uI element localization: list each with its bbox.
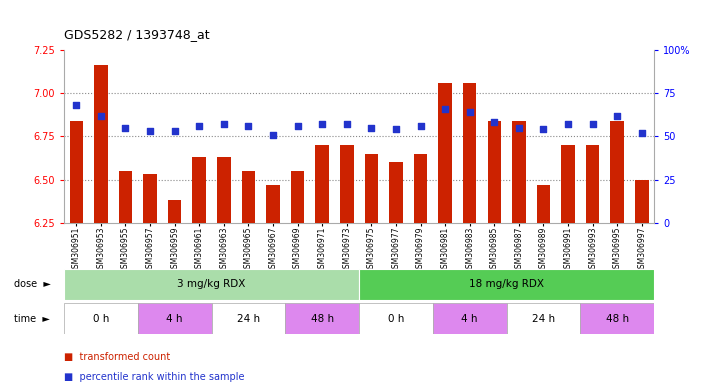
Bar [389,162,402,223]
Point [316,121,328,127]
Bar [512,121,525,223]
Bar [70,121,83,223]
Bar [291,171,304,223]
Point [562,121,574,127]
Text: GDS5282 / 1393748_at: GDS5282 / 1393748_at [64,28,210,41]
Bar [463,83,476,223]
Point [70,102,82,108]
Bar [359,303,433,334]
Bar [414,154,427,223]
Point [218,121,230,127]
Bar [217,157,230,223]
Bar [285,303,359,334]
Text: 0 h: 0 h [387,314,404,324]
Text: 4 h: 4 h [166,314,183,324]
Text: ■  percentile rank within the sample: ■ percentile rank within the sample [64,372,245,382]
Bar [365,154,378,223]
Bar [64,303,138,334]
Text: 24 h: 24 h [532,314,555,324]
Point [144,128,156,134]
Point [169,128,181,134]
Bar [242,171,255,223]
Point [636,130,648,136]
Text: dose  ►: dose ► [14,279,51,289]
Text: 3 mg/kg RDX: 3 mg/kg RDX [177,279,246,289]
Bar [316,145,329,223]
Point [538,126,549,132]
Bar [561,145,574,223]
Bar [64,269,359,300]
Bar [635,180,648,223]
Bar [359,269,654,300]
Bar [144,174,157,223]
Point [267,132,279,138]
Point [611,113,623,119]
Point [464,109,476,115]
Bar [506,303,580,334]
Text: 18 mg/kg RDX: 18 mg/kg RDX [469,279,544,289]
Bar [580,303,654,334]
Bar [168,200,181,223]
Bar [138,303,212,334]
Point [513,125,525,131]
Point [488,119,500,126]
Point [390,126,402,132]
Text: ■  transformed count: ■ transformed count [64,352,170,362]
Bar [439,83,452,223]
Bar [266,185,279,223]
Text: 0 h: 0 h [92,314,109,324]
Bar [537,185,550,223]
Bar [488,121,501,223]
Point [95,113,107,119]
Bar [586,145,599,223]
Text: 4 h: 4 h [461,314,478,324]
Bar [212,303,285,334]
Point [119,125,131,131]
Point [365,125,377,131]
Point [415,123,426,129]
Bar [611,121,624,223]
Bar [193,157,206,223]
Point [587,121,599,127]
Bar [340,145,353,223]
Bar [433,303,506,334]
Text: 24 h: 24 h [237,314,260,324]
Point [439,106,451,112]
Text: time  ►: time ► [14,314,50,324]
Bar [119,171,132,223]
Point [341,121,353,127]
Bar [94,66,107,223]
Text: 48 h: 48 h [311,314,333,324]
Point [193,123,205,129]
Point [292,123,304,129]
Text: 48 h: 48 h [606,314,629,324]
Point [242,123,254,129]
